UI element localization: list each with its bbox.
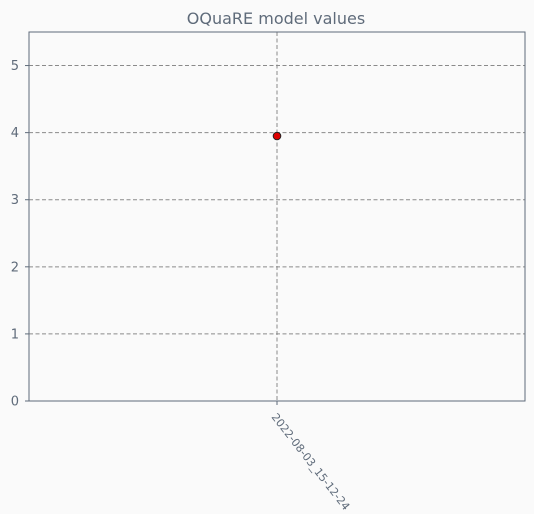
data-point — [272, 131, 282, 141]
grid — [29, 32, 525, 402]
y-tick-label: 4 — [11, 126, 19, 141]
y-tick-label: 1 — [11, 327, 19, 342]
x-axis: 2022-08-03_15-12-24 — [269, 401, 353, 513]
y-tick-label: 3 — [11, 193, 19, 208]
y-tick-label: 0 — [11, 395, 19, 410]
y-tick-label: 5 — [11, 59, 19, 74]
chart-title: OQuaRE model values — [187, 9, 365, 28]
y-tick-label: 2 — [11, 260, 19, 275]
y-axis: 0 1 2 3 4 5 — [11, 59, 29, 410]
data-points — [272, 131, 282, 141]
x-tick-label: 2022-08-03_15-12-24 — [269, 411, 353, 513]
